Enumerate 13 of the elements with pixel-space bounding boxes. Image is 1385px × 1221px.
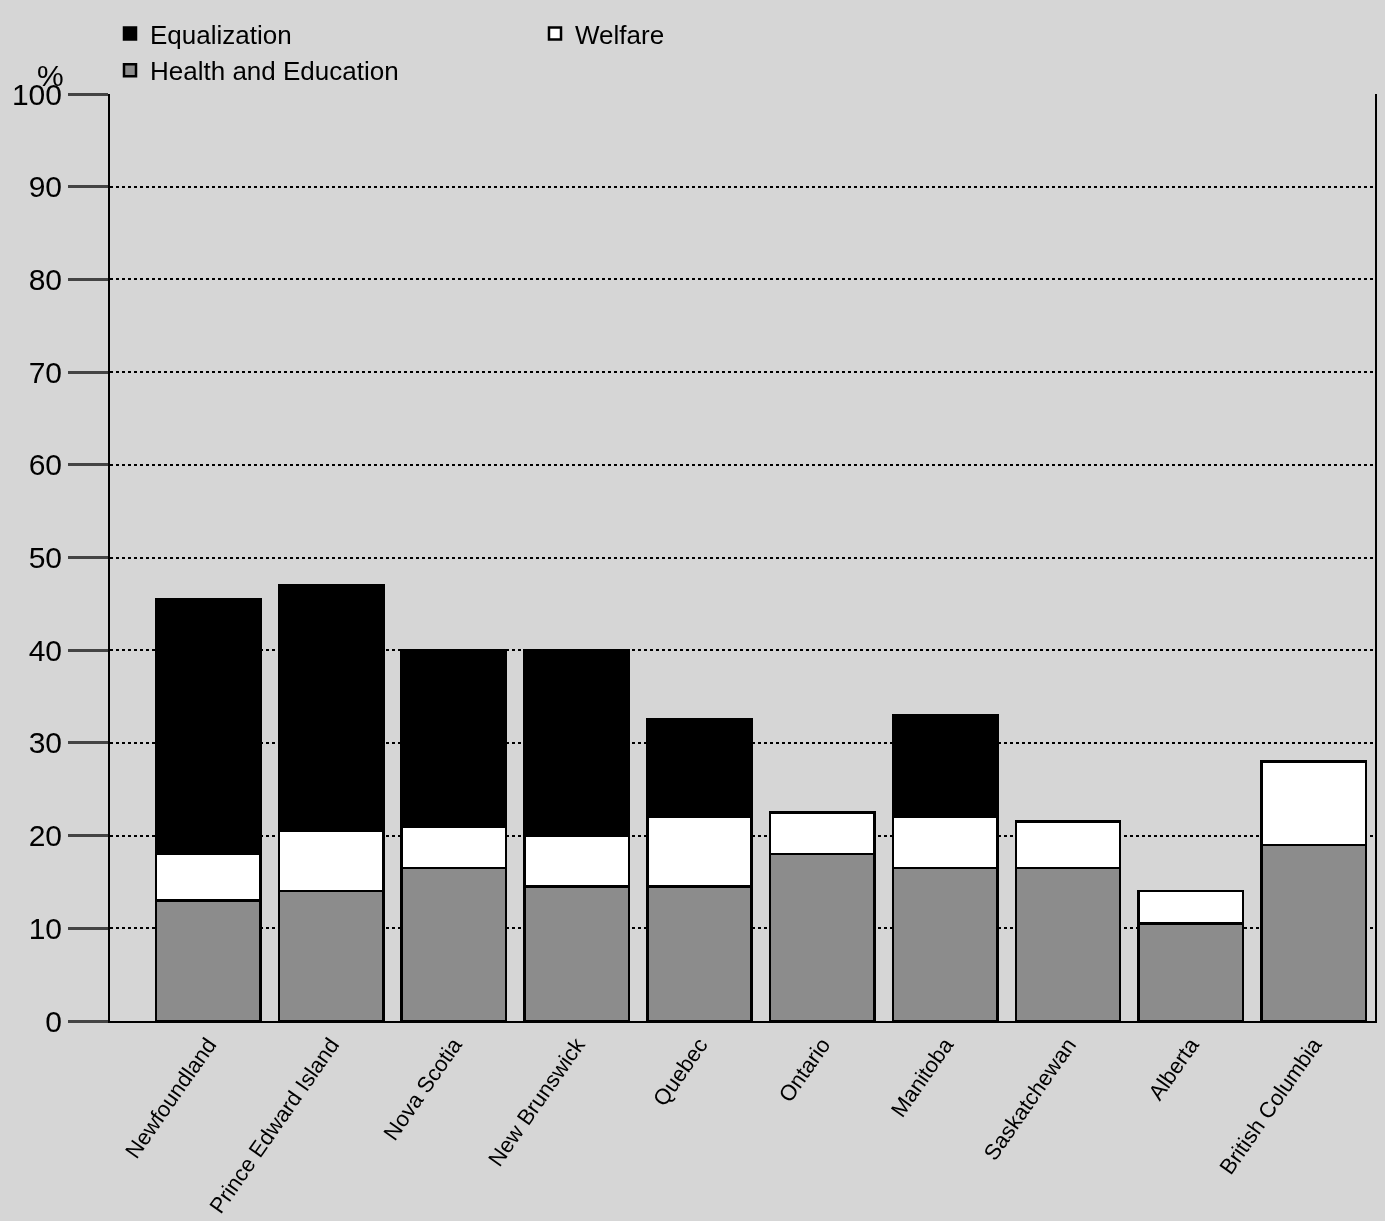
y-tick-label: 70 [28, 355, 62, 389]
legend-label: Health and Education [150, 56, 399, 87]
y-tick-label: 60 [28, 448, 62, 482]
y-tick-label: 50 [28, 541, 62, 574]
y-tick-label: 80 [28, 262, 62, 296]
legend-label: Equalization [150, 19, 292, 50]
y-tick-label: 90 [28, 170, 62, 204]
y-tick-label: 30 [28, 726, 62, 760]
y-tick-label: 20 [28, 819, 62, 853]
legend-label: Welfare [575, 19, 665, 50]
y-tick-label: 10 [28, 911, 62, 945]
y-tick-label: 0 [45, 1004, 62, 1038]
y-tick-label: 40 [28, 633, 62, 667]
